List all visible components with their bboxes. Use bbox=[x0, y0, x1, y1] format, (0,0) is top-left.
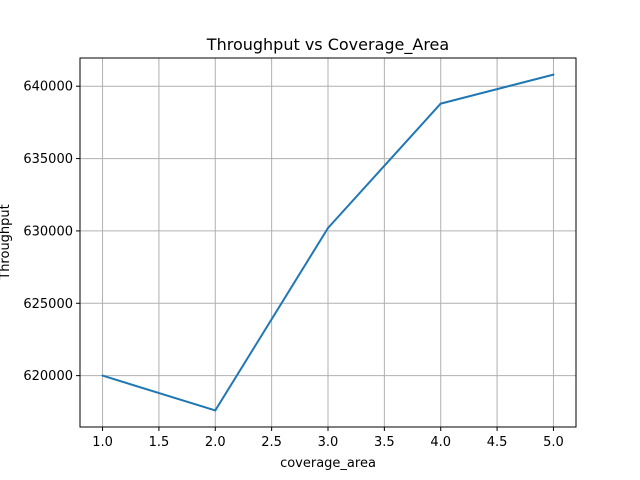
data-point bbox=[327, 227, 329, 230]
x-tick-label: 3.0 bbox=[318, 435, 339, 450]
series-layer bbox=[101, 73, 555, 412]
x-axis-label: coverage_area bbox=[280, 456, 376, 471]
x-tick-label: 1.0 bbox=[92, 435, 113, 450]
data-point bbox=[214, 409, 217, 412]
grid bbox=[80, 58, 576, 427]
data-point bbox=[439, 102, 442, 105]
y-tick-label: 635000 bbox=[23, 152, 73, 167]
axis-ticks: 1.0 1.5 2.0 2.5 3.0 3.5 4.0 4.5 5.0 620000 625000 6… bbox=[23, 80, 563, 450]
x-tick-label: 4.5 bbox=[487, 435, 508, 450]
data-point bbox=[552, 73, 555, 76]
x-tick-label: 4.0 bbox=[430, 435, 451, 450]
y-tick-label: 625000 bbox=[23, 297, 73, 312]
x-tick-label: 2.5 bbox=[261, 435, 282, 450]
x-tick-label: 3.5 bbox=[374, 435, 395, 450]
x-tick-label: 1.5 bbox=[149, 435, 170, 450]
data-point bbox=[101, 374, 104, 377]
y-tick-label: 630000 bbox=[23, 224, 73, 239]
x-tick-label: 2.0 bbox=[205, 435, 226, 450]
y-tick-label: 620000 bbox=[23, 369, 73, 384]
y-tick-label: 640000 bbox=[23, 80, 73, 95]
y-axis-label: Throughput bbox=[0, 204, 13, 281]
chart-title: Throughput vs Coverage_Area bbox=[206, 35, 449, 55]
x-tick-label: 5.0 bbox=[543, 435, 564, 450]
